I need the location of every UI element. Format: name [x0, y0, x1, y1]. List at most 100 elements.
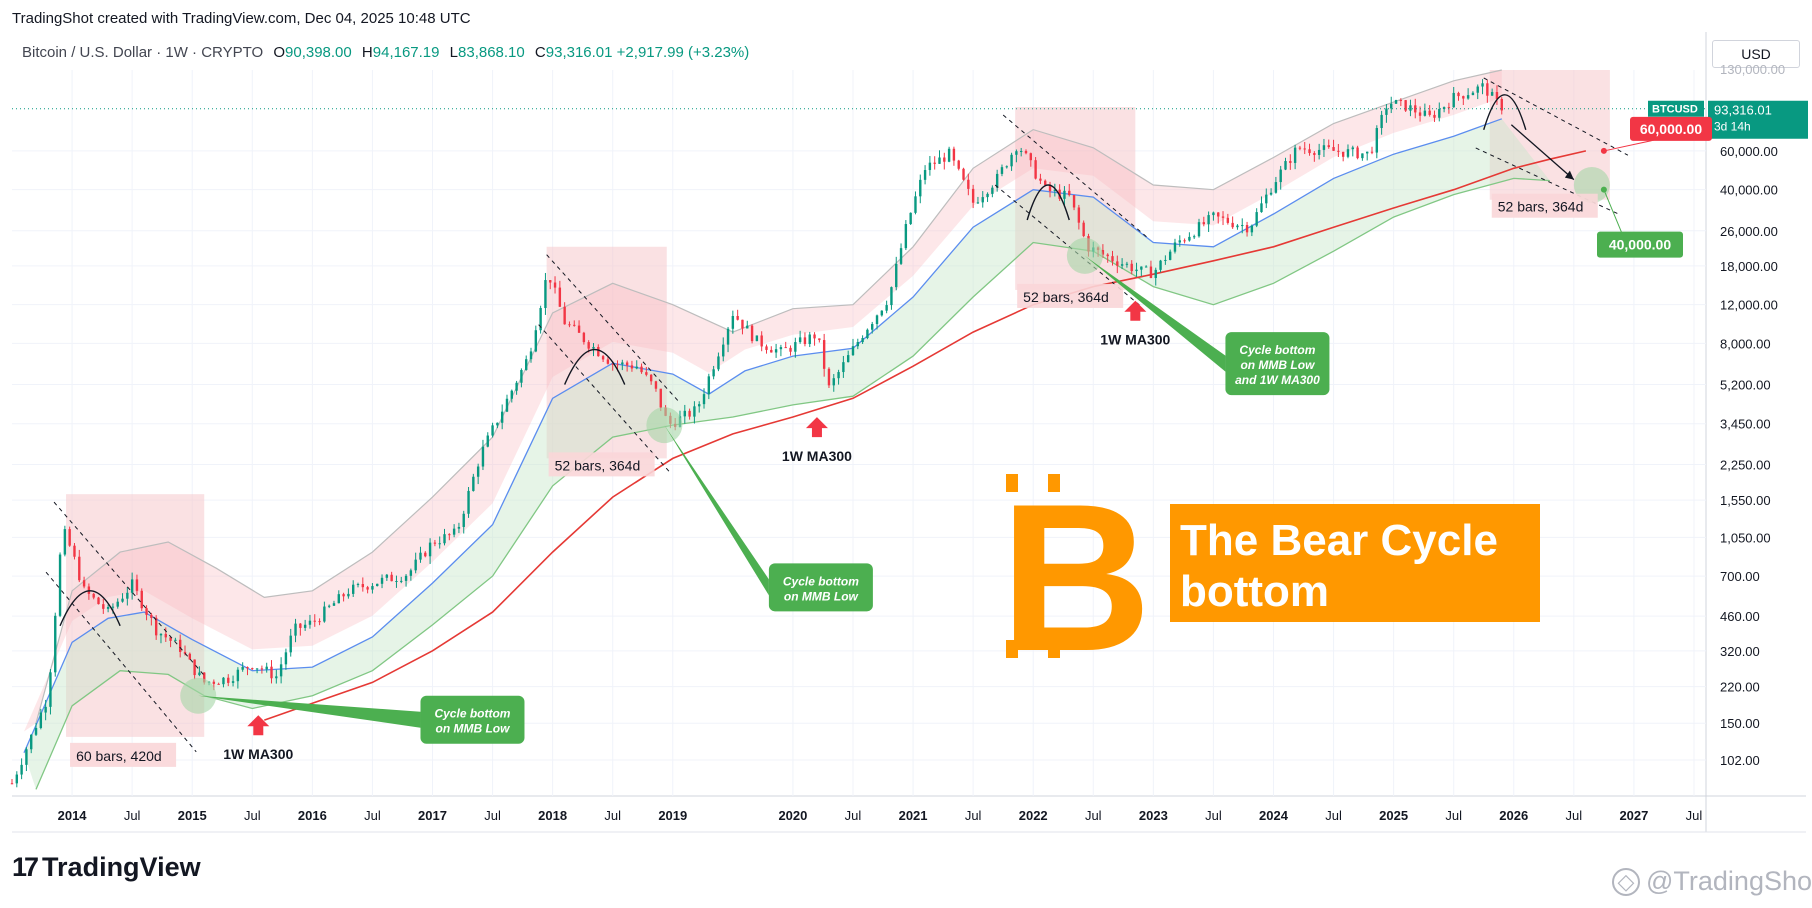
price-candle: [1217, 212, 1220, 217]
time-axis-label: 2020: [778, 808, 807, 823]
price-candle: [640, 366, 643, 373]
price-candle: [275, 676, 278, 679]
high-label: H: [361, 44, 373, 61]
price-candle: [1327, 145, 1330, 148]
price-candle: [822, 340, 826, 369]
price-candle: [592, 346, 595, 349]
bar-count-label-bg: [1491, 193, 1598, 218]
price-candle: [174, 639, 177, 641]
tradingshot-watermark-icon: ◇: [1612, 867, 1640, 896]
price-candle: [1048, 184, 1052, 192]
price-candle: [1106, 254, 1109, 257]
price-candle: [1284, 161, 1287, 170]
bar-count-label: 52 bars, 364d: [555, 457, 641, 473]
close-label: C: [534, 44, 546, 61]
price-candle: [1101, 250, 1105, 255]
price-candle: [1399, 100, 1403, 102]
bar-count-label-bg: [1017, 283, 1124, 308]
cycle-channel-lower: [1475, 147, 1621, 216]
price-candle: [1024, 150, 1028, 154]
price-axis-tick: 1,550.00: [1720, 493, 1771, 508]
price-candle: [1433, 114, 1436, 118]
low-label: L: [449, 44, 459, 61]
price-candle: [1394, 100, 1398, 104]
price-candle: [630, 365, 634, 369]
price-candle: [731, 315, 735, 329]
price-candle: [851, 346, 855, 356]
cycle-bottom-marker: [1573, 166, 1610, 203]
bitcoin-logo-tick: [1006, 640, 1018, 658]
price-candle: [1212, 212, 1215, 216]
target-red-connector: [1603, 128, 1707, 152]
price-candle: [217, 683, 220, 685]
ma300-up-arrow: [1124, 300, 1147, 321]
price-candle: [1221, 216, 1225, 218]
price-axis-tick: 700.00: [1720, 569, 1760, 584]
price-candle: [1293, 147, 1297, 163]
callout-box: [1225, 332, 1330, 396]
price-candle: [741, 319, 744, 329]
price-candle: [645, 372, 648, 375]
price-candle: [962, 168, 965, 180]
price-candle: [1361, 153, 1364, 159]
price-candle: [904, 224, 908, 249]
price-candle: [597, 346, 600, 357]
cycle-arc: [59, 590, 121, 627]
tradingview-logo[interactable]: 17 TradingView: [12, 852, 201, 883]
price-candle: [1462, 96, 1465, 99]
callout-box: [768, 563, 873, 612]
price-candle: [616, 364, 619, 366]
price-candle: [1423, 110, 1427, 116]
price-candle: [1068, 190, 1071, 196]
bitcoin-logo-tick: [1006, 474, 1018, 492]
price-candle: [659, 388, 662, 408]
price-candle: [683, 410, 686, 417]
price-candle: [842, 362, 845, 373]
price-candle: [1385, 108, 1388, 115]
currency-button[interactable]: USD: [1712, 40, 1800, 68]
price-candle: [49, 672, 52, 707]
price-candle: [818, 338, 821, 341]
time-axis-label: Jul: [364, 808, 381, 823]
price-candle: [260, 668, 264, 670]
price-candle: [664, 407, 667, 416]
price-candle: [914, 196, 917, 213]
price-candle: [270, 666, 273, 679]
change-value: +2,917.99 (+3.23%): [616, 44, 750, 61]
cycle-channel-upper: [546, 254, 680, 402]
price-candle: [1111, 256, 1114, 262]
price-candle: [1140, 266, 1143, 270]
price-candle: [1471, 92, 1475, 96]
cycle-channel-upper: [1002, 114, 1148, 238]
plot-area: [12, 70, 1706, 796]
price-candle: [472, 476, 475, 491]
price-candle: [1298, 147, 1302, 149]
price-candle: [496, 422, 499, 426]
price-candle: [34, 727, 38, 735]
headline-line-2: bottom: [1180, 567, 1329, 616]
cycle-arc: [1483, 94, 1527, 130]
price-candle: [673, 423, 677, 427]
target-red-label: 60,000.00: [1640, 121, 1702, 137]
price-candle: [1010, 154, 1013, 167]
price-candle: [371, 586, 374, 590]
price-candle: [419, 552, 422, 560]
price-candle: [549, 280, 552, 283]
price-candle: [1308, 149, 1311, 154]
price-candle: [1072, 195, 1076, 208]
symbol-legend: Bitcoin / U.S. Dollar · 1W · CRYPTO O90,…: [22, 44, 749, 61]
price-candle: [438, 543, 441, 545]
price-candle: [130, 579, 134, 593]
price-candle: [1135, 269, 1138, 272]
time-axis-label: 2027: [1619, 808, 1648, 823]
price-candle: [467, 490, 470, 514]
ma300-label: 1W MA300: [782, 448, 852, 464]
price-candle: [1346, 149, 1350, 157]
price-axis-tick: 1,050.00: [1720, 530, 1771, 545]
price-candle: [568, 324, 571, 326]
tradingview-brand: TradingView: [42, 852, 201, 882]
price-candle: [1125, 263, 1129, 265]
projection-arrowhead: [1564, 170, 1574, 180]
cycle-channel-lower: [994, 184, 1140, 306]
